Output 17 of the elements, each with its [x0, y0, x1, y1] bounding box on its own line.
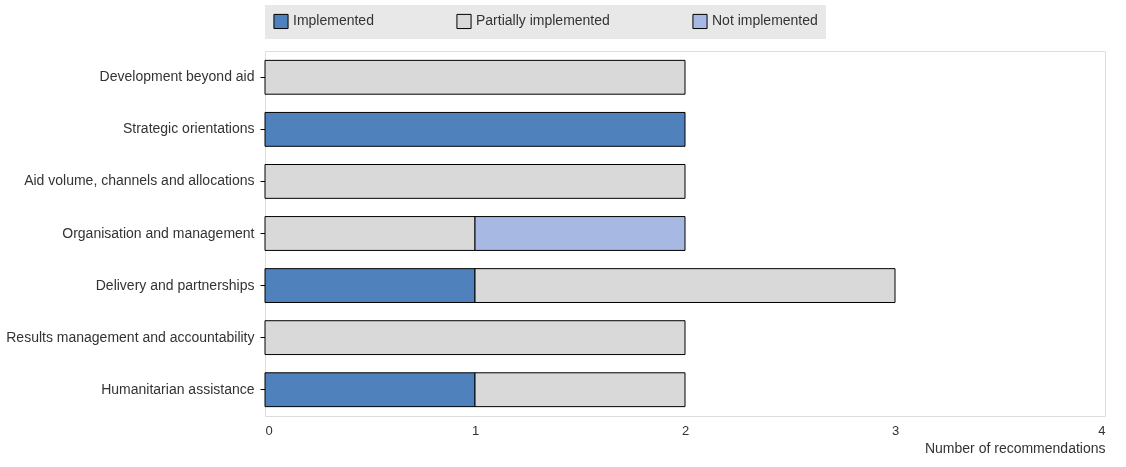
- y-tick-label: Humanitarian assistance: [101, 380, 255, 397]
- x-tick-label: 3: [891, 422, 900, 438]
- x-axis-title: Number of recommendations: [924, 439, 1106, 456]
- y-tick-label: Delivery and partnerships: [95, 276, 255, 293]
- legend-label: Not implemented: [712, 12, 818, 29]
- x-tick-label: 1: [471, 422, 480, 438]
- y-tick-label: Results management and accountability: [6, 328, 255, 345]
- y-tick-label: Aid volume, channels and allocations: [24, 172, 255, 189]
- legend-label: Partially implemented: [476, 12, 610, 29]
- y-tick-label: Organisation and management: [62, 224, 255, 241]
- x-tick-label: 4: [1098, 422, 1106, 438]
- y-tick-label: Development beyond aid: [99, 68, 255, 85]
- bar: [264, 111, 686, 147]
- x-tick-label: 2: [681, 422, 690, 438]
- x-tick-label: 0: [265, 422, 273, 438]
- legend-label: Implemented: [293, 12, 374, 29]
- y-tick-label: Strategic orientations: [122, 120, 255, 137]
